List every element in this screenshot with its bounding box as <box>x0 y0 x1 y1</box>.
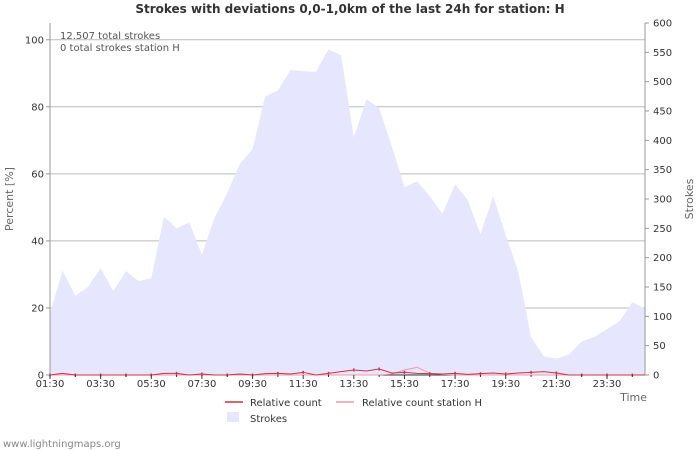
left-tick-label: 40 <box>31 236 44 247</box>
right-tick-label: 350 <box>653 165 672 176</box>
series-point-relative-count <box>454 371 456 375</box>
right-tick-label: 200 <box>653 253 672 264</box>
right-tick-labels: 0 50 100 150 200 250 300 350 400 450 500 550 600 <box>645 19 672 382</box>
series-point-relative-count <box>530 370 532 374</box>
series-point-relative-count <box>277 371 279 375</box>
x-tick-label: 15:30 <box>390 379 419 390</box>
series-point-relative-count <box>555 371 558 375</box>
x-tick-labels: 01:30 03:30 05:30 07:30 09:30 11:30 13:30 15:30… <box>36 375 633 390</box>
legend: Relative count Relative count station H … <box>225 398 482 425</box>
footer-credit: www.lightningmaps.org <box>3 439 121 450</box>
series-point-relative-count <box>353 368 355 372</box>
right-tick-label: 450 <box>653 107 672 118</box>
legend-swatch-strokes <box>227 412 239 422</box>
legend-label-relative-count-station: Relative count station H <box>362 398 482 409</box>
station-strokes-annotation: 0 total strokes station H <box>60 43 180 54</box>
series-point-relative-count <box>378 367 380 371</box>
right-tick-label: 300 <box>653 195 672 206</box>
right-tick-label: 550 <box>653 48 672 59</box>
x-tick-label: 23:30 <box>593 379 622 390</box>
right-tick-label: 100 <box>653 312 672 323</box>
right-tick-label: 50 <box>653 341 666 352</box>
x-tick-label: 01:30 <box>36 379 65 390</box>
series-line-relative-count <box>49 368 645 376</box>
strokes-area <box>50 49 645 376</box>
series-point-relative-count <box>479 372 482 376</box>
series-point-relative-count <box>175 371 178 375</box>
series-point-relative-count <box>429 372 431 376</box>
left-tick-label: 20 <box>31 303 44 314</box>
x-tick-label: 13:30 <box>339 379 368 390</box>
right-tick-label: 500 <box>653 77 672 88</box>
right-tick-label: 0 <box>653 371 659 382</box>
y-axis-left-label: Percent [%] <box>3 167 16 231</box>
x-tick-label: 03:30 <box>86 379 115 390</box>
total-strokes-annotation: 12.507 total strokes <box>60 31 160 42</box>
series-point-relative-count <box>302 370 304 374</box>
x-tick-label: 17:30 <box>441 379 470 390</box>
x-tick-label: 05:30 <box>137 379 166 390</box>
x-tick-label: 07:30 <box>188 379 217 390</box>
legend-label-strokes: Strokes <box>250 414 287 425</box>
left-tick-label: 60 <box>31 169 44 180</box>
x-tick-label: 09:30 <box>238 379 267 390</box>
y-axis-right-label: Strokes <box>683 178 696 219</box>
series-point-relative-count <box>403 370 406 374</box>
left-tick-label: 100 <box>25 35 44 46</box>
strokes-area-layer <box>50 49 645 376</box>
chart-title: Strokes with deviations 0,0-1,0km of the… <box>135 2 564 16</box>
x-tick-label: 11:30 <box>289 379 318 390</box>
left-tick-labels: 0 20 40 60 80 100 <box>25 35 50 382</box>
series-point-relative-count <box>201 372 203 376</box>
right-tick-label: 150 <box>653 283 672 294</box>
x-tick-label: 19:30 <box>491 379 520 390</box>
x-axis-label: Time <box>619 391 647 404</box>
series-point-relative-count <box>327 371 330 375</box>
left-tick-label: 0 <box>38 371 44 382</box>
legend-label-relative-count: Relative count <box>250 398 322 409</box>
x-tick-label: 21:30 <box>542 379 571 390</box>
right-tick-label: 600 <box>653 19 672 30</box>
right-tick-label: 400 <box>653 136 672 147</box>
right-tick-label: 250 <box>653 224 672 235</box>
left-tick-label: 80 <box>31 102 44 113</box>
series-point-relative-count <box>504 372 507 376</box>
